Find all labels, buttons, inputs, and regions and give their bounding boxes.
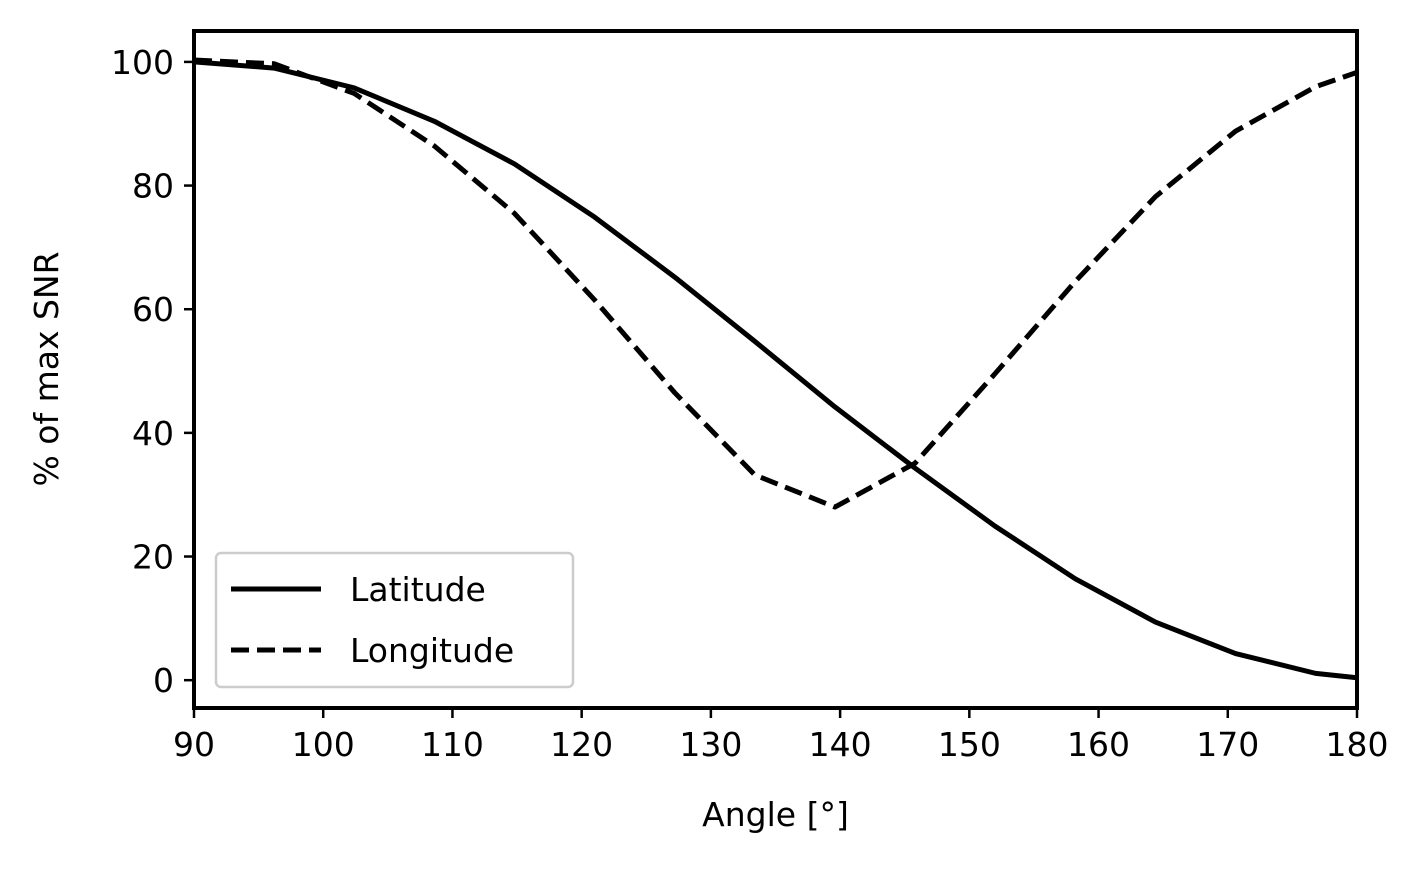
x-tick-label: 180 xyxy=(1326,725,1389,764)
series-layer xyxy=(193,57,1358,681)
y-tick-label: 0 xyxy=(153,661,174,700)
legend-label-longitude: Longitude xyxy=(350,631,514,670)
y-axis-title: % of max SNR xyxy=(27,251,66,486)
y-tick-label: 100 xyxy=(111,43,174,82)
x-tick-label: 120 xyxy=(550,725,613,764)
y-tick-label: 60 xyxy=(132,290,174,329)
x-tick-label: 150 xyxy=(938,725,1001,764)
x-tick-label: 130 xyxy=(679,725,742,764)
legend-label-latitude: Latitude xyxy=(350,570,486,609)
x-axis: 90 100 110 120 130 140 150 160 170 180 xyxy=(173,708,1389,764)
x-axis-title: Angle [°] xyxy=(702,795,849,834)
x-tick-label: 140 xyxy=(809,725,872,764)
x-tick-label: 170 xyxy=(1196,725,1259,764)
x-tick-label: 100 xyxy=(292,725,355,764)
x-tick-label: 160 xyxy=(1067,725,1130,764)
y-axis: 0 20 40 60 80 100 xyxy=(111,43,194,700)
legend: Latitude Longitude xyxy=(214,551,575,689)
x-tick-label: 110 xyxy=(421,725,484,764)
y-tick-label: 80 xyxy=(132,167,174,206)
plot-frame xyxy=(192,29,1359,710)
x-tick-label: 90 xyxy=(173,725,215,764)
series-line-longitude xyxy=(193,57,1358,510)
y-tick-label: 40 xyxy=(132,414,174,453)
series-line-latitude xyxy=(193,59,1358,681)
y-tick-label: 20 xyxy=(132,538,174,577)
